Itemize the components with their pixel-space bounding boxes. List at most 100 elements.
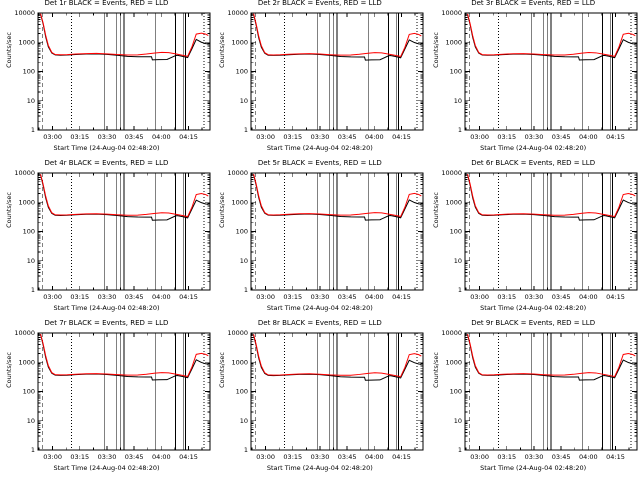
x-tick-label: 03:00 — [257, 293, 276, 301]
x-tick-label: 03:30 — [98, 133, 117, 141]
x-tick-label: 03:15 — [497, 293, 516, 301]
plot-panel: 1 10 100 1000 10000 03:00 03:15 03:30 03:45 04:00… — [427, 159, 640, 320]
plot-panel: 1 10 100 1000 10000 03:00 03:15 03:30 03:45 04:00… — [213, 0, 426, 160]
x-tick-label: 03:45 — [551, 293, 570, 301]
y-tick-label: 10000 — [14, 169, 35, 177]
x-tick-label: 03:30 — [311, 453, 330, 461]
panel-title: Det 4r BLACK = Events, RED = LLD — [44, 159, 169, 167]
panel-title: Det 7r BLACK = Events, RED = LLD — [44, 319, 169, 327]
y-tick-label: 10000 — [441, 9, 462, 17]
y-tick-label: 1 — [31, 286, 35, 294]
y-tick-label: 1 — [244, 446, 248, 454]
x-tick-label: 03:00 — [257, 133, 276, 141]
axes-frame — [250, 12, 424, 131]
y-axis-label: Counts/sec — [5, 32, 13, 68]
x-tick-label: 03:45 — [125, 453, 144, 461]
y-tick-label: 1000 — [18, 38, 35, 46]
y-tick-label: 10 — [27, 417, 35, 425]
y-tick-label: 10000 — [14, 9, 35, 17]
y-tick-label: 1 — [244, 126, 248, 134]
y-tick-label: 1000 — [18, 358, 35, 366]
x-tick-label: 04:00 — [579, 293, 598, 301]
series-lld — [40, 13, 209, 57]
series-lld — [40, 174, 209, 218]
x-tick-label: 03:30 — [524, 453, 543, 461]
y-axis-label: Counts/sec — [5, 192, 13, 228]
x-tick-label: 03:30 — [524, 133, 543, 141]
x-axis-label: Start Time (24-Aug-04 02:48:20) — [266, 144, 373, 152]
x-tick-label: 03:15 — [284, 293, 303, 301]
axes-frame — [464, 12, 638, 131]
x-tick-label: 04:15 — [179, 293, 198, 301]
x-axis-label: Start Time (24-Aug-04 02:48:20) — [266, 304, 373, 312]
y-tick-label: 1000 — [232, 358, 249, 366]
y-axis-label: Counts/sec — [218, 32, 227, 68]
series-lld — [466, 174, 636, 218]
x-tick-label: 03:30 — [524, 293, 543, 301]
x-tick-label: 03:00 — [470, 133, 489, 141]
y-tick-label: 1 — [244, 286, 248, 294]
y-axis-label: Counts/sec — [218, 352, 227, 388]
x-tick-label: 03:45 — [125, 293, 144, 301]
y-tick-label: 10 — [240, 97, 248, 105]
series-lld — [466, 13, 636, 57]
y-tick-label: 10 — [453, 417, 461, 425]
y-axis-label: Counts/sec — [431, 32, 440, 68]
y-tick-label: 1000 — [445, 358, 462, 366]
x-tick-label: 03:30 — [311, 293, 330, 301]
x-axis-label: Start Time (24-Aug-04 02:48:20) — [53, 304, 160, 312]
y-tick-label: 10 — [453, 257, 461, 265]
panel-title: Det 5r BLACK = Events, RED = LLD — [257, 159, 382, 167]
y-tick-label: 1000 — [232, 198, 249, 206]
x-tick-label: 04:15 — [392, 453, 411, 461]
y-tick-label: 10 — [453, 97, 461, 105]
axes-frame — [250, 172, 424, 291]
axes-frame — [37, 172, 211, 291]
x-axis-label: Start Time (24-Aug-04 02:48:20) — [480, 304, 587, 312]
y-tick-label: 10 — [27, 257, 35, 265]
series-lld — [466, 333, 636, 378]
x-tick-label: 03:00 — [470, 453, 489, 461]
y-tick-label: 1000 — [18, 198, 35, 206]
x-axis-label: Start Time (24-Aug-04 02:48:20) — [53, 144, 160, 152]
y-tick-label: 100 — [23, 68, 35, 76]
y-tick-label: 1000 — [232, 38, 249, 46]
plot-panel: 1 10 100 1000 10000 03:00 03:15 03:30 03:45 04:00… — [213, 319, 426, 480]
x-tick-label: 03:45 — [338, 293, 357, 301]
x-tick-label: 04:15 — [606, 133, 625, 141]
y-tick-label: 100 — [236, 68, 248, 76]
panel-title: Det 1r BLACK = Events, RED = LLD — [44, 0, 169, 7]
x-tick-label: 03:15 — [284, 453, 303, 461]
panel-title: Det 6r BLACK = Events, RED = LLD — [471, 159, 596, 167]
axes-frame — [464, 172, 638, 291]
y-tick-label: 100 — [23, 228, 35, 236]
x-tick-label: 03:00 — [470, 293, 489, 301]
plot-panel: 1 10 100 1000 10000 03:00 03:15 03:30 03:45 04:00… — [213, 159, 426, 320]
x-tick-label: 03:30 — [311, 133, 330, 141]
y-tick-label: 10000 — [441, 329, 462, 337]
axes-frame — [464, 332, 638, 451]
y-tick-label: 10 — [240, 417, 248, 425]
series-lld — [253, 173, 422, 218]
y-tick-label: 100 — [449, 388, 461, 396]
y-tick-label: 1000 — [445, 38, 462, 46]
plot-panel: 1 10 100 1000 10000 03:00 03:15 03:30 03:45 04:00… — [0, 0, 213, 160]
x-axis-label: Start Time (24-Aug-04 02:48:20) — [480, 144, 587, 152]
x-tick-label: 03:00 — [257, 453, 276, 461]
y-axis-label: Counts/sec — [218, 192, 227, 228]
y-tick-label: 100 — [449, 228, 461, 236]
x-tick-label: 03:00 — [43, 453, 62, 461]
y-tick-label: 1 — [458, 286, 462, 294]
x-tick-label: 04:15 — [179, 133, 198, 141]
x-tick-label: 04:15 — [179, 453, 198, 461]
y-tick-label: 10000 — [228, 9, 249, 17]
y-tick-label: 10 — [240, 257, 248, 265]
x-tick-label: 03:45 — [338, 453, 357, 461]
panel-title: Det 2r BLACK = Events, RED = LLD — [257, 0, 382, 7]
series-lld — [253, 334, 422, 378]
x-tick-label: 04:00 — [579, 453, 598, 461]
x-tick-label: 03:00 — [43, 293, 62, 301]
y-tick-label: 1 — [458, 126, 462, 134]
x-tick-label: 03:45 — [338, 133, 357, 141]
